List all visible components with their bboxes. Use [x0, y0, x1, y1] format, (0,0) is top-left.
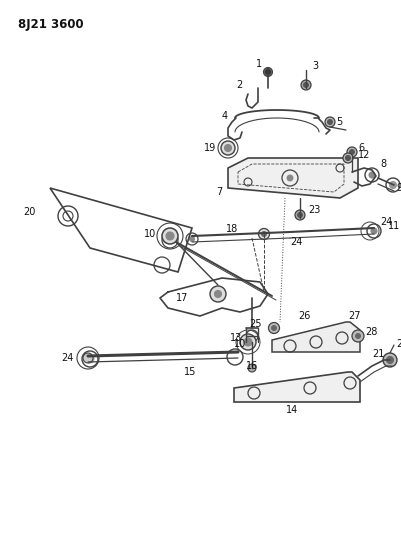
Circle shape — [209, 286, 225, 302]
Text: 27: 27 — [347, 311, 360, 321]
Text: 5: 5 — [335, 117, 341, 127]
Text: 4: 4 — [221, 111, 227, 121]
Circle shape — [247, 364, 255, 372]
Text: 13: 13 — [229, 333, 241, 343]
Text: 8: 8 — [379, 159, 385, 169]
Text: 22: 22 — [395, 339, 401, 349]
Circle shape — [385, 357, 393, 364]
Circle shape — [263, 68, 272, 77]
Text: 18: 18 — [225, 224, 237, 234]
Text: 28: 28 — [364, 327, 377, 337]
Text: 24: 24 — [61, 353, 74, 363]
Text: 11: 11 — [387, 221, 399, 231]
Circle shape — [86, 355, 94, 363]
Text: 2: 2 — [236, 80, 242, 90]
Circle shape — [344, 156, 350, 160]
Text: 9: 9 — [395, 183, 401, 193]
Text: 10: 10 — [144, 229, 156, 239]
Text: 14: 14 — [285, 405, 298, 415]
Circle shape — [342, 153, 352, 163]
Circle shape — [346, 147, 356, 157]
Circle shape — [351, 330, 363, 342]
Circle shape — [224, 144, 231, 151]
Circle shape — [327, 119, 332, 125]
Polygon shape — [233, 372, 359, 402]
Circle shape — [83, 353, 93, 363]
Circle shape — [265, 69, 270, 75]
Text: 16: 16 — [245, 361, 257, 371]
Circle shape — [261, 231, 266, 237]
Text: 6: 6 — [357, 143, 363, 153]
Circle shape — [324, 117, 334, 127]
Text: 8J21 3600: 8J21 3600 — [18, 18, 83, 31]
Text: 25: 25 — [249, 319, 261, 329]
Circle shape — [354, 334, 360, 338]
Circle shape — [294, 210, 304, 220]
Circle shape — [162, 228, 178, 244]
Circle shape — [348, 149, 354, 155]
Text: 3: 3 — [311, 61, 317, 71]
Text: 24: 24 — [379, 217, 391, 227]
Circle shape — [389, 182, 395, 189]
Text: 19: 19 — [203, 143, 215, 153]
Text: 12: 12 — [357, 150, 369, 160]
Circle shape — [382, 353, 396, 367]
Circle shape — [300, 80, 310, 90]
Text: 21: 21 — [371, 349, 383, 359]
Circle shape — [297, 213, 302, 217]
Circle shape — [166, 232, 174, 240]
Circle shape — [189, 237, 194, 241]
Circle shape — [368, 172, 374, 178]
Circle shape — [370, 228, 376, 234]
Text: 26: 26 — [297, 311, 310, 321]
Polygon shape — [227, 158, 357, 198]
Circle shape — [243, 338, 251, 346]
Circle shape — [268, 322, 279, 334]
Circle shape — [303, 83, 308, 87]
Text: 10: 10 — [233, 339, 246, 349]
Text: 23: 23 — [307, 205, 320, 215]
Text: 7: 7 — [215, 187, 221, 197]
Text: 20: 20 — [24, 207, 36, 217]
Polygon shape — [271, 322, 359, 352]
Circle shape — [258, 229, 269, 239]
Text: 1: 1 — [255, 59, 261, 69]
Text: 15: 15 — [183, 367, 196, 377]
Circle shape — [214, 290, 221, 297]
Circle shape — [221, 141, 235, 155]
Text: 17: 17 — [175, 293, 188, 303]
Circle shape — [286, 175, 292, 181]
Circle shape — [239, 334, 255, 350]
Text: 24: 24 — [289, 237, 302, 247]
Circle shape — [271, 326, 276, 330]
